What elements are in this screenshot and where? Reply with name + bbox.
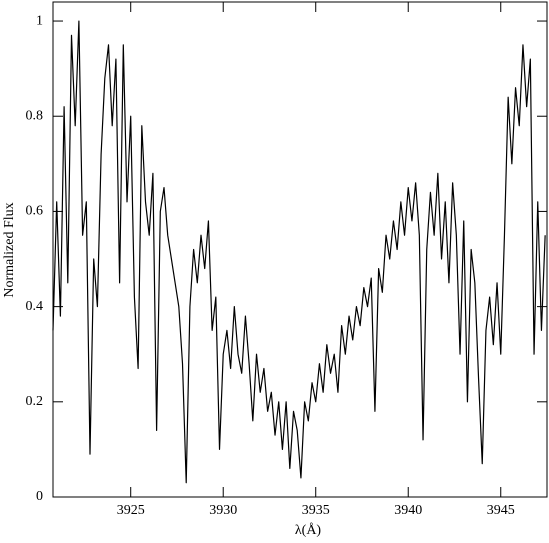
x-tick-label: 3935 xyxy=(302,503,330,518)
y-tick-label: 0.6 xyxy=(26,204,44,219)
y-axis-label: Normalized Flux xyxy=(2,202,17,297)
y-tick-label: 1 xyxy=(36,13,43,28)
x-tick-label: 3940 xyxy=(394,503,422,518)
y-tick-label: 0.2 xyxy=(26,394,44,409)
y-tick-label: 0.4 xyxy=(26,299,44,314)
spectrum-line xyxy=(52,20,546,484)
x-tick-label: 3945 xyxy=(487,503,515,518)
x-axis-label: λ(Å) xyxy=(295,522,322,538)
y-tick-label: 0.8 xyxy=(26,108,44,123)
x-tick-label: 3930 xyxy=(209,503,237,518)
x-tick-label: 3925 xyxy=(117,503,145,518)
plot-frame xyxy=(52,1,548,498)
y-tick-label: 0 xyxy=(36,489,43,504)
